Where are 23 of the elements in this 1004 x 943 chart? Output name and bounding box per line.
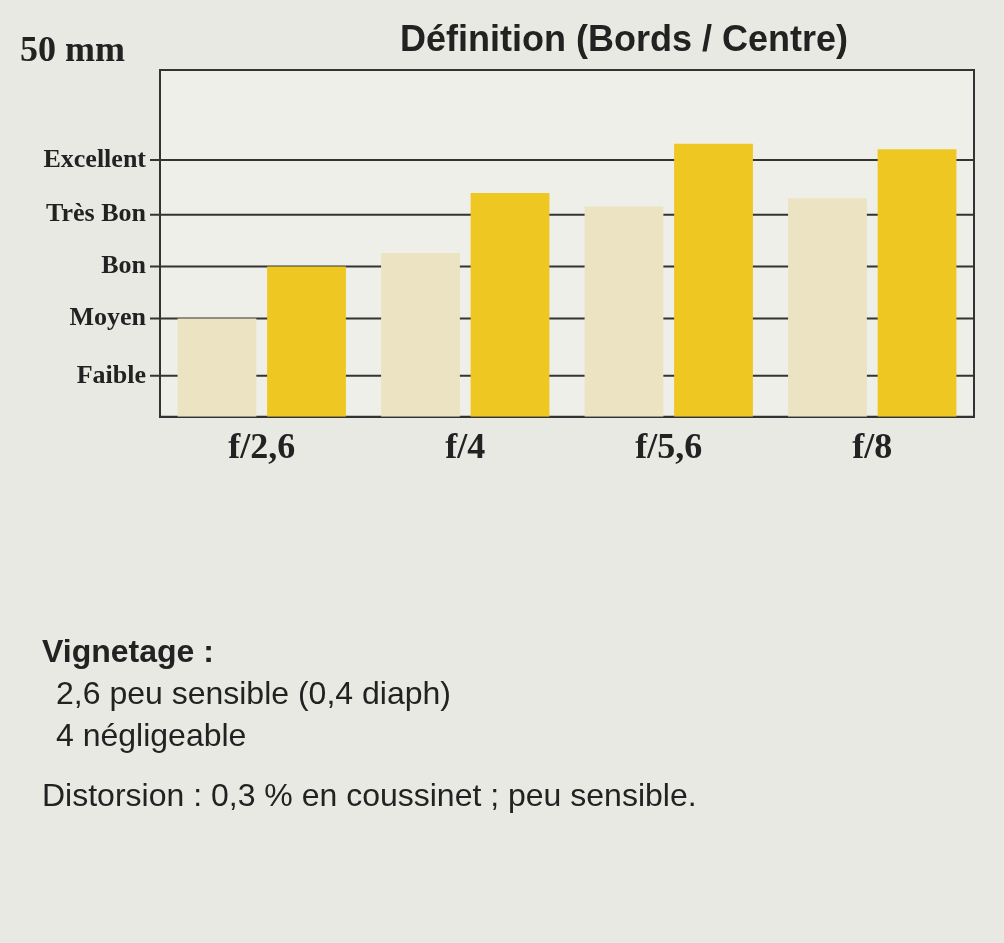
text: 2,6 peu sensible (0,4 diaph) [55, 674, 452, 713]
ref-line-label: Faible [76, 359, 146, 389]
bar [177, 318, 257, 417]
x-tick-label: f/2,6 [228, 425, 296, 466]
x-tick-label: f/8 [852, 425, 893, 466]
bar [877, 149, 957, 417]
ref-line-label: Excellent [43, 143, 147, 173]
bar [788, 198, 867, 417]
ref-line-label: Bon [101, 250, 147, 280]
chart-subtitle: 50 mm [20, 28, 125, 70]
text: Vignetage : [42, 632, 215, 671]
x-tick-label: f/4 [445, 425, 486, 466]
bar [470, 192, 550, 417]
bar [381, 252, 460, 417]
ref-line-label: Très Bon [46, 198, 147, 228]
text: Distorsion : 0,3 % en coussinet ; peu sensible. [42, 776, 697, 815]
bar [584, 206, 664, 417]
chart-title: Définition (Bords / Centre) [400, 18, 848, 60]
x-tick-label: f/5,6 [635, 425, 703, 466]
bar [674, 143, 753, 417]
ref-line-label: Moyen [69, 302, 147, 332]
bar [267, 266, 346, 417]
text: 4 négligeable [55, 716, 248, 755]
